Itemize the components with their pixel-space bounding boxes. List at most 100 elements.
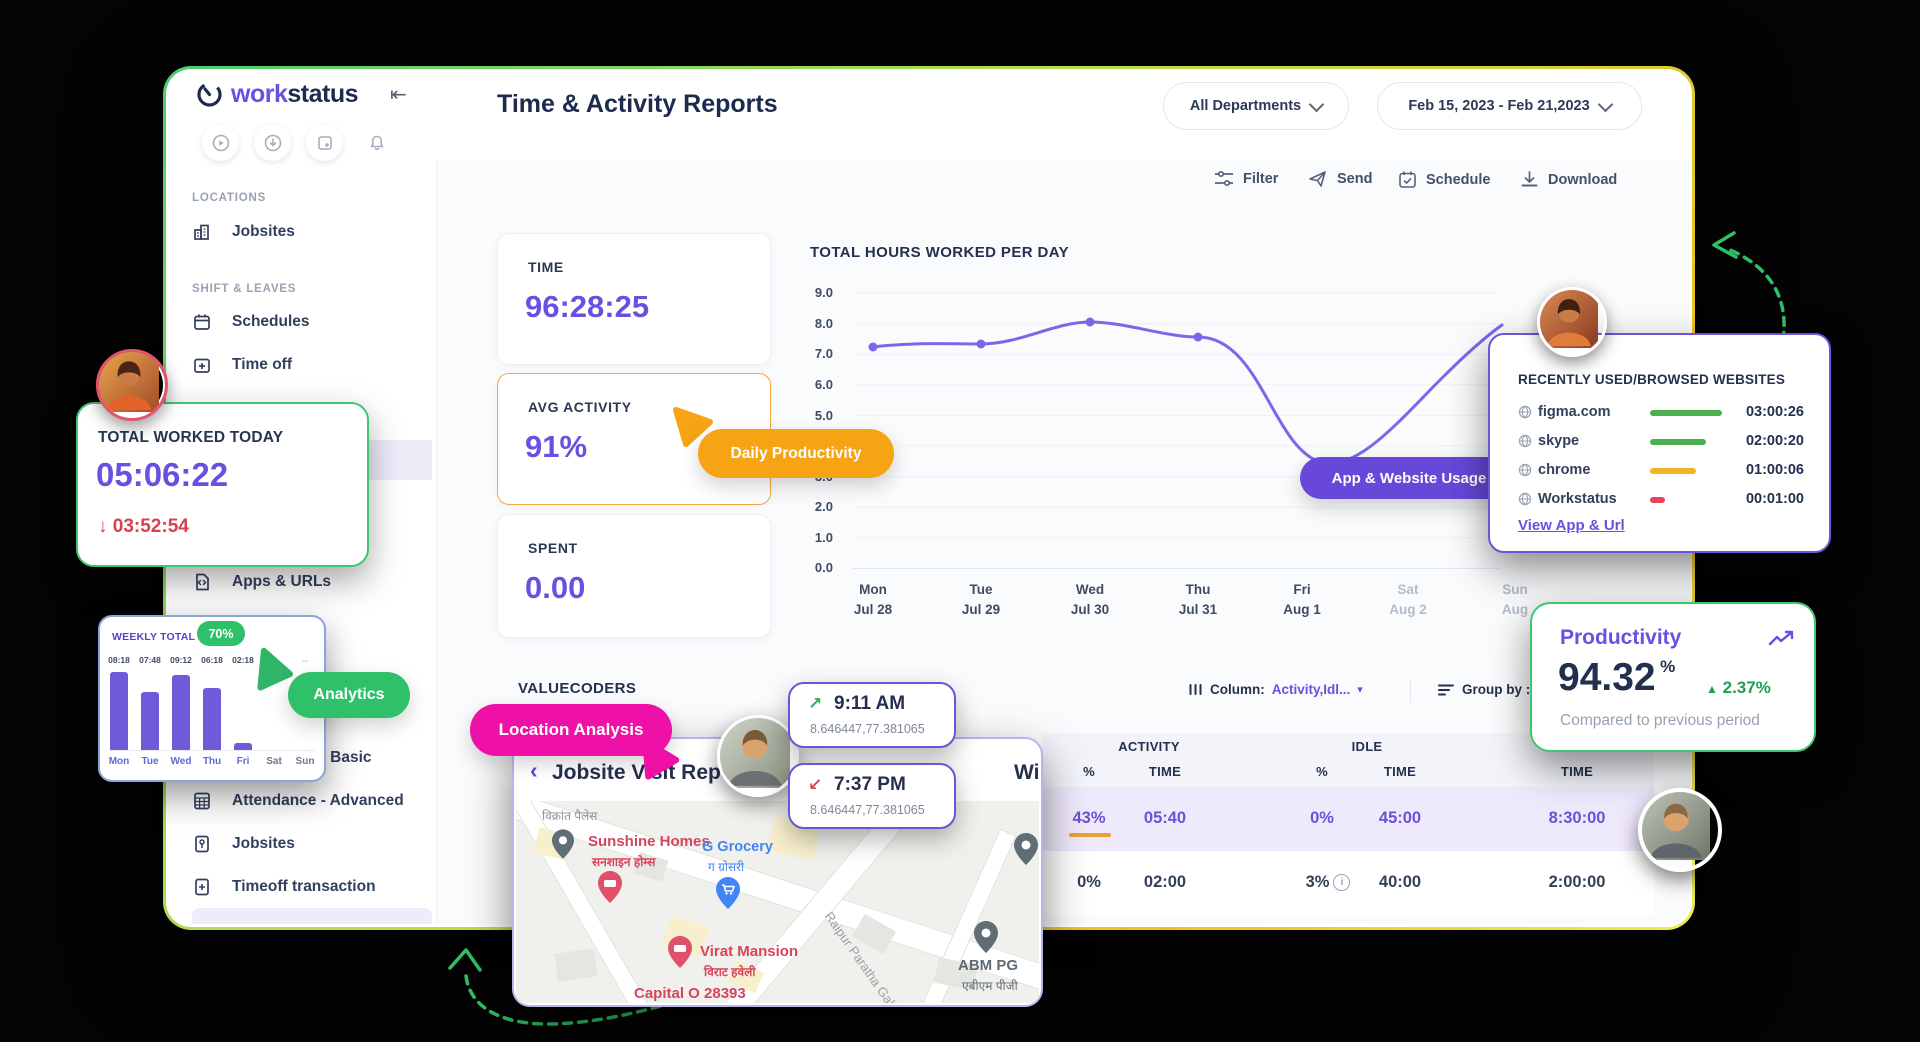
website-name: skype [1538,433,1580,449]
sidebar-item-jobsites-2[interactable]: Jobsites [192,834,295,854]
date-range-dropdown[interactable]: Feb 15, 2023 - Feb 21,2023 [1377,82,1642,130]
time-stat-card: TIME 96:28:25 [497,233,771,365]
checkout-badge: ↙ 7:37 PM 8.646447,77.381065 [788,763,956,829]
col-header-idle-pct: % [1316,764,1328,779]
date-range-value: Feb 15, 2023 - Feb 21,2023 [1408,98,1590,114]
download-circle-icon[interactable] [254,124,291,161]
group-by-icon [1438,684,1454,695]
sidebar-item-apps-urls[interactable]: Apps & URLs [192,572,331,592]
usage-bar [1650,410,1722,416]
map-label-grocery-hi: ग ग्रोसरी [708,860,745,874]
sidebar-collapse-icon[interactable]: ⇤ [390,84,407,106]
website-name: figma.com [1538,404,1611,420]
spent-value: 0.00 [525,570,586,605]
day-label: Tue [141,756,159,767]
col-header-time: TIME [1560,764,1594,779]
map-label-virat-mansion-hi: विराट हवेली [704,965,756,979]
sidebar-item-label: Time off [232,356,292,373]
team-name-heading: VALUECODERS [518,680,637,697]
total-worked-today-card: TOTAL WORKED TODAY 05:06:22 ↓ 03:52:54 [76,402,369,567]
daily-productivity-callout[interactable]: Daily Productivity [698,429,894,478]
map-view[interactable]: विक्रांत पैलेस Sunshine Homes सनशाइन होम… [516,801,1039,1003]
sidebar-item-timeoff-transaction[interactable]: Timeoff transaction [192,877,376,897]
caret-down-icon: ▾ [1357,684,1363,696]
calendar-check-icon [1399,171,1416,188]
send-button[interactable]: Send [1308,170,1372,188]
play-icon[interactable] [202,124,239,161]
send-plane-icon [1309,171,1326,187]
website-name: Workstatus [1538,491,1617,507]
analytics-callout[interactable]: Analytics [288,672,410,718]
filter-button[interactable]: Filter [1214,170,1278,188]
sidebar-item-jobsites[interactable]: Jobsites [192,222,295,242]
sidebar-item-time-off[interactable]: Time off [192,355,292,375]
download-button[interactable]: Download [1520,170,1617,189]
website-row: figma.com 03:00:26 [1518,399,1804,425]
day-label: Fri [236,756,250,767]
activity-underline [1069,833,1111,837]
table-row[interactable]: 0% 02:00 3% i 40:00 2:00:00 [1042,851,1654,915]
notifications-bell-icon[interactable] [358,124,395,161]
productivity-delta: ▲ 2.37% [1706,678,1771,697]
filter-sliders-icon [1215,170,1233,187]
cell-idle-pct: 3% i [1297,873,1359,892]
productivity-title: Productivity [1560,626,1682,649]
table-row[interactable]: 43% 05:40 0% 45:00 8:30:00 [1042,787,1654,851]
website-name: chrome [1538,462,1591,478]
avg-activity-label: AVG ACTIVITY [528,399,632,415]
globe-icon [1518,434,1532,448]
schedule-label: Schedule [1426,171,1491,188]
sidebar-item-cut-off[interactable] [192,908,432,924]
calendar-plus-icon [194,358,210,373]
sidebar-section-shift-leaves: SHIFT & LEAVES [192,283,297,295]
cell-idle-pct: 0% [1310,809,1334,827]
spent-label: SPENT [528,540,578,556]
day-label: Sun [295,756,315,767]
column-label: Column: [1210,682,1265,697]
group-by-selector[interactable]: Group by : [1438,682,1530,697]
schedule-button[interactable]: Schedule [1398,170,1490,189]
cursor-green-icon [257,648,293,691]
departments-dropdown[interactable]: All Departments [1163,82,1349,130]
map-pin-red-icon [668,936,692,968]
location-analysis-callout[interactable]: Location Analysis [470,704,672,756]
cell-activity-time: 02:00 [1143,873,1187,891]
y-tick: 6.0 [814,377,833,392]
y-tick: 9.0 [814,285,833,300]
map-pin-lodging-icon [598,871,622,903]
chevron-down-icon [1597,96,1613,112]
sidebar-item-schedules[interactable]: Schedules [192,312,310,332]
productivity-value-wrap: 94.32 % [1558,656,1675,700]
sidebar-item-label: Apps & URLs [232,573,332,590]
globe-icon [1518,405,1532,419]
avatar-woman [96,349,168,421]
bar-value: 08:18 [108,655,130,665]
map-pin-gray-icon [974,921,998,953]
website-time: 00:01:00 [1745,491,1804,507]
col-header-activity-time: TIME [1148,764,1182,779]
map-block [554,948,598,982]
col-header-idle-time: TIME [1383,764,1417,779]
website-time: 03:00:26 [1745,404,1804,420]
group-header-activity: ACTIVITY [1118,739,1180,754]
grid-calculator-icon [194,792,210,810]
worked-today-delta: ↓ 03:52:54 [98,516,189,537]
globe-icon [1518,492,1532,506]
bar-mon [110,672,128,750]
view-app-url-link[interactable]: View App & Url [1518,517,1625,534]
app-website-usage-callout[interactable]: App & Website Usage [1300,457,1518,499]
back-chevron-icon[interactable]: ‹ [530,757,538,783]
column-selector[interactable]: Column: Activity,Idl... ▾ [1188,682,1363,697]
checkout-time: 7:37 PM [834,774,906,795]
y-tick: 0.0 [814,560,833,575]
x-label-thu: Thu Jul 31 [1178,582,1218,617]
decorative-arrow-bottom-left [448,948,692,1026]
brand-work: work [231,80,288,108]
usage-bar [1650,439,1706,445]
sidebar-item-attendance-advanced[interactable]: Attendance - Advanced [192,791,404,811]
day-label: Wed [170,756,192,767]
screenshot-icon[interactable] [306,124,343,161]
trend-line-icon [1768,630,1794,646]
bar-wed [172,675,190,750]
sidebar-item-label: Attendance - Advanced [232,792,404,809]
